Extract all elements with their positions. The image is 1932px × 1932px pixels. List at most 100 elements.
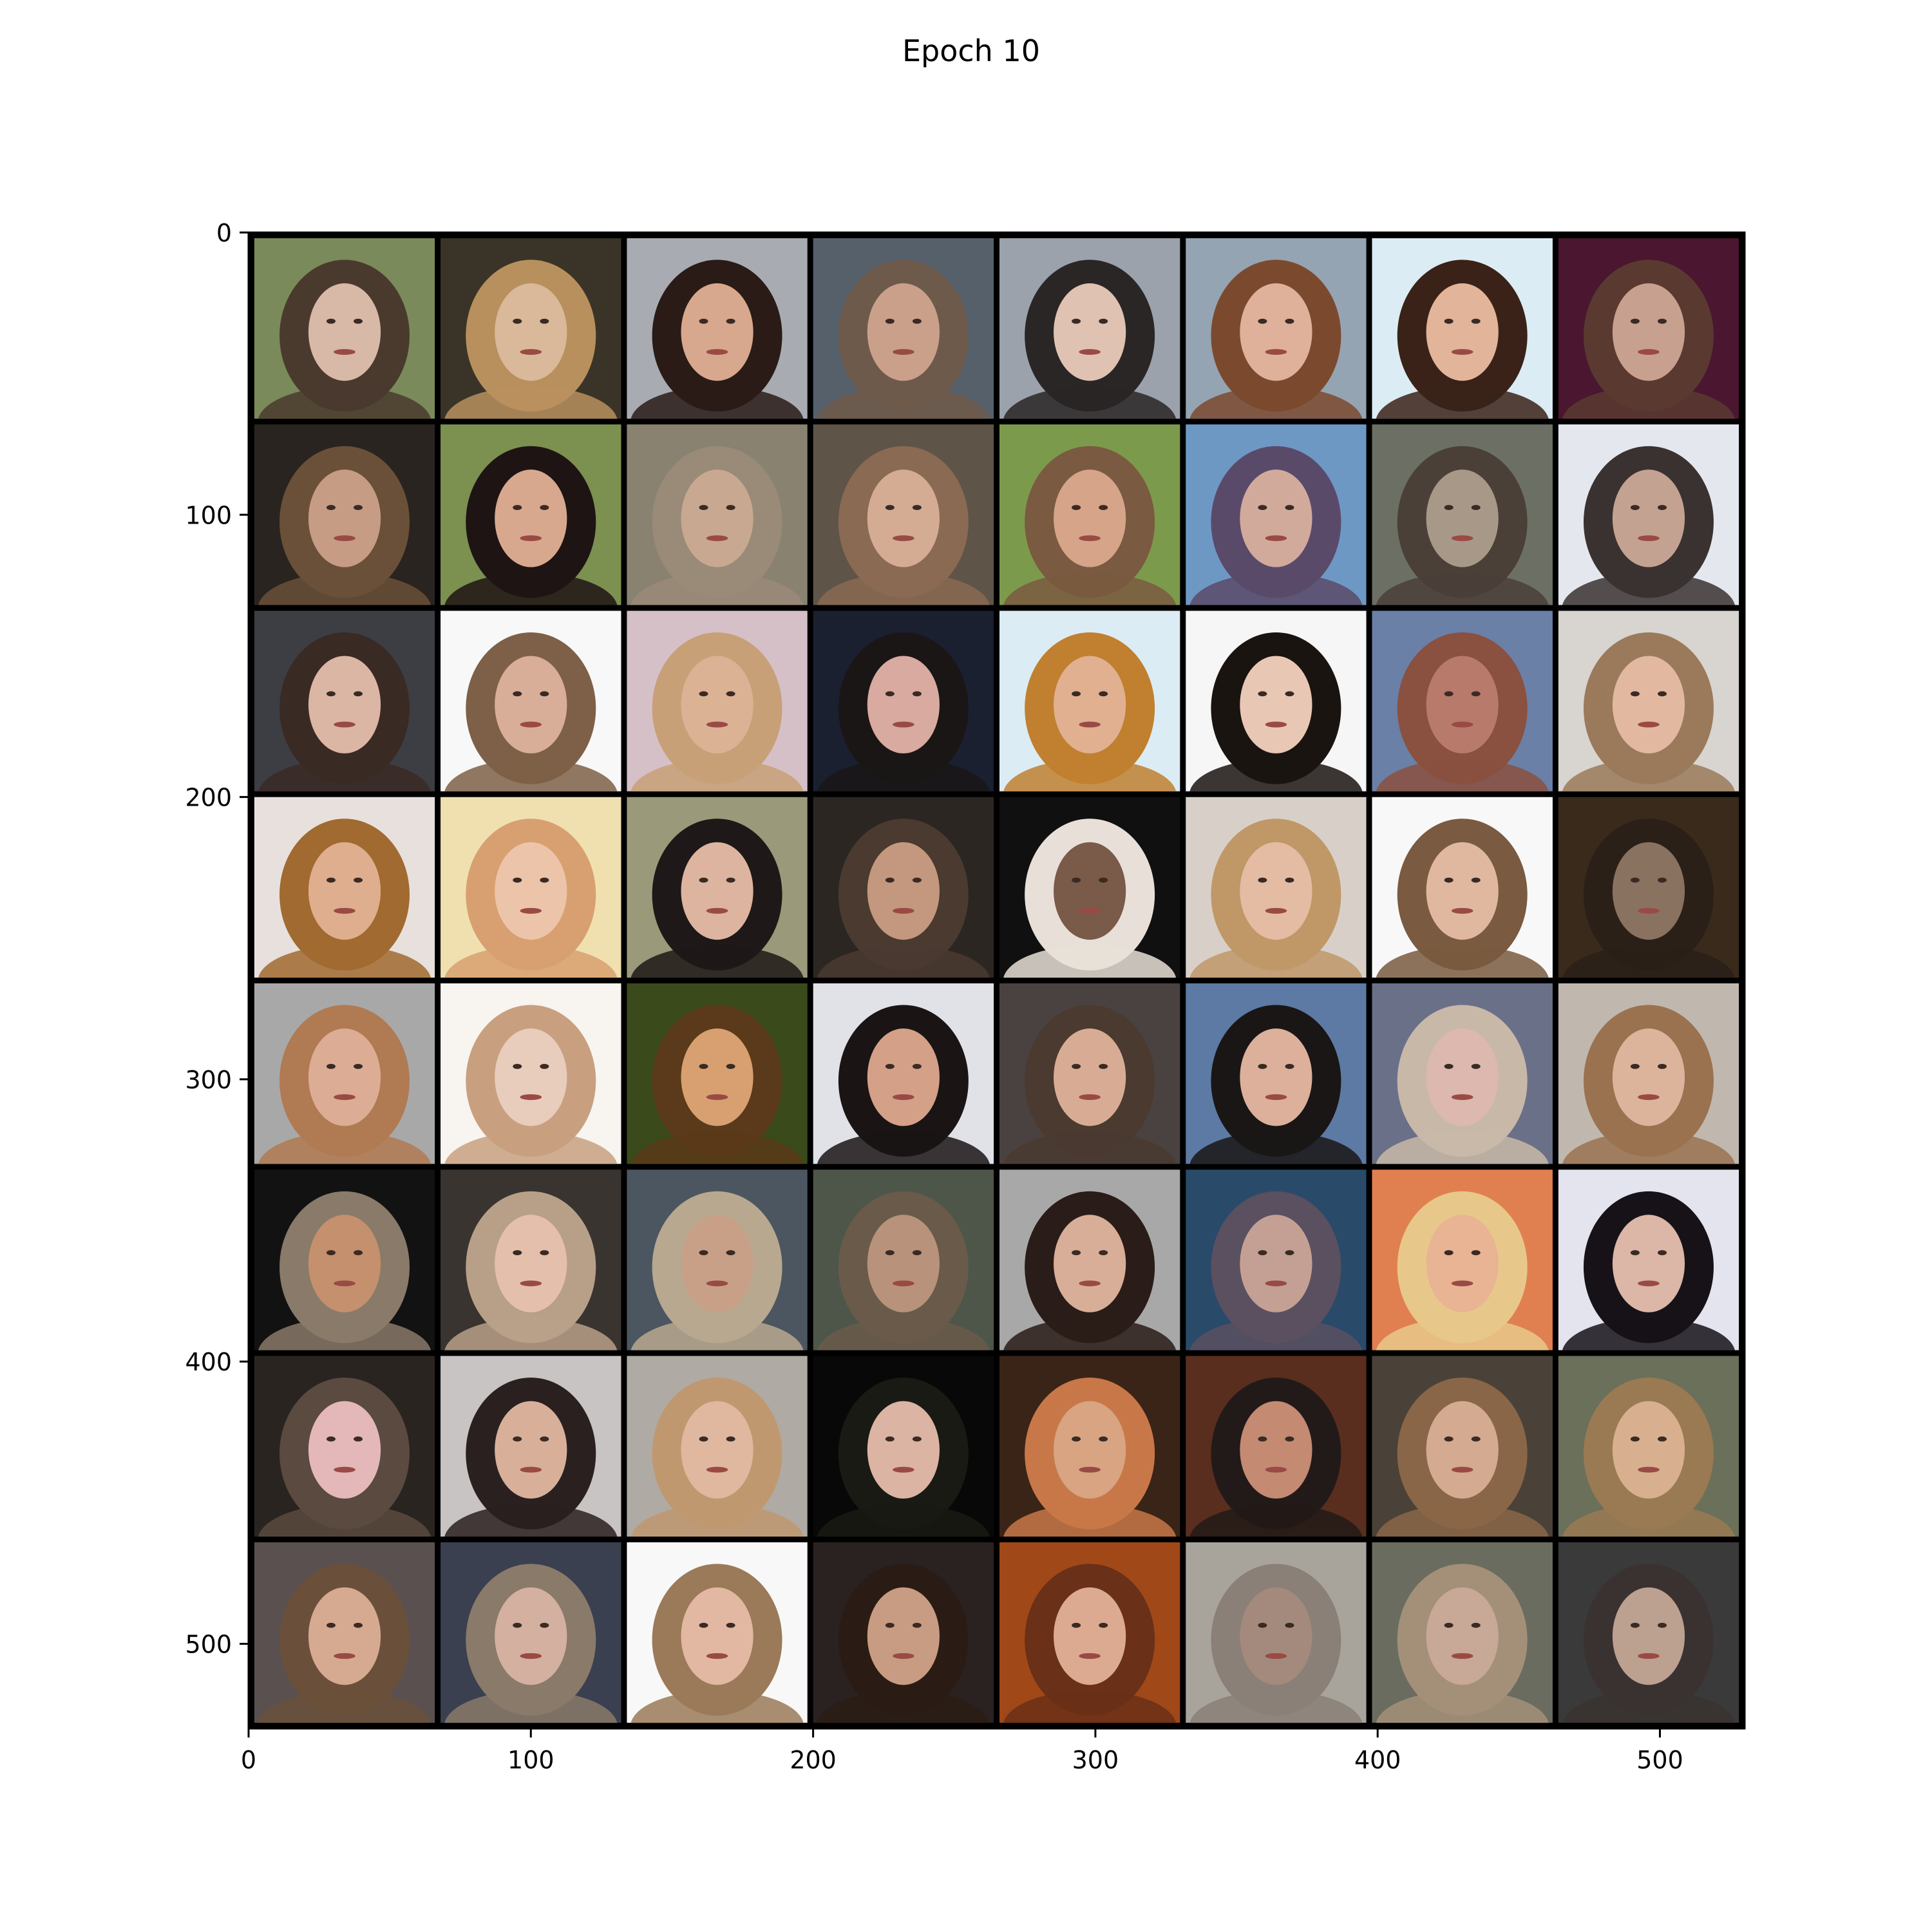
face-shape	[681, 1587, 753, 1685]
mouth	[1079, 535, 1101, 542]
mouth	[1638, 1280, 1660, 1287]
eye-left	[1444, 505, 1454, 511]
mouth	[1451, 1653, 1473, 1659]
shoulders-shape	[258, 573, 431, 605]
shoulders-shape	[1562, 1690, 1735, 1723]
eye-right	[726, 505, 735, 511]
mouth	[893, 349, 914, 355]
shoulders-shape	[630, 1690, 804, 1723]
face-tile	[1186, 1170, 1367, 1350]
eye-right	[1658, 505, 1667, 511]
face-tile	[813, 983, 994, 1164]
face-tile	[999, 611, 1180, 791]
eye-left	[1072, 1063, 1081, 1069]
eye-right	[1658, 877, 1667, 883]
eye-right	[726, 1622, 735, 1628]
face-shape	[681, 283, 753, 381]
face-tile	[254, 424, 435, 605]
x-tick-label: 200	[790, 1746, 837, 1774]
mouth	[1265, 1094, 1287, 1101]
mouth	[893, 535, 914, 542]
eye-right	[912, 1622, 922, 1628]
eye-left	[326, 1436, 336, 1442]
eye-right	[540, 1063, 549, 1069]
eye-right	[1658, 1063, 1667, 1069]
face-tile	[1558, 983, 1739, 1164]
eye-right	[1471, 1436, 1481, 1442]
face-shape	[1612, 1028, 1685, 1126]
mouth	[1638, 1094, 1660, 1101]
face-tile	[254, 238, 435, 419]
face-shape	[308, 656, 381, 753]
y-tick-label: 500	[185, 1631, 232, 1659]
shoulders-shape	[817, 1131, 990, 1164]
face-tile	[1558, 1170, 1739, 1350]
face-tile	[1186, 983, 1367, 1164]
eye-right	[726, 1436, 735, 1442]
eye-left	[513, 505, 522, 511]
mouth	[1265, 1280, 1287, 1287]
face-tile	[440, 611, 621, 791]
eye-left	[513, 1063, 522, 1069]
y-tick-label: 400	[185, 1348, 232, 1376]
face-shape	[681, 1028, 753, 1126]
eye-left	[885, 318, 895, 324]
face-tile	[1372, 1356, 1553, 1537]
mouth	[706, 1653, 728, 1659]
face-shape	[1054, 1028, 1126, 1126]
eye-left	[1258, 505, 1267, 511]
eye-right	[912, 1436, 922, 1442]
eye-right	[1099, 1063, 1108, 1069]
eye-left	[326, 877, 336, 883]
eye-right	[1099, 1250, 1108, 1256]
face-tile	[627, 797, 808, 978]
eye-right	[1285, 1436, 1294, 1442]
eye-left	[699, 877, 708, 883]
face-tile	[1186, 797, 1367, 978]
shoulders-shape	[1376, 1690, 1549, 1723]
mouth	[1451, 1280, 1473, 1287]
eye-right	[726, 1250, 735, 1256]
eye-left	[885, 1250, 895, 1256]
shoulders-shape	[444, 1690, 618, 1723]
eye-left	[1258, 1250, 1267, 1256]
face-tile	[1372, 611, 1553, 791]
face-tile	[627, 238, 808, 419]
eye-right	[1285, 877, 1294, 883]
face-tile	[440, 1170, 621, 1350]
face-tile	[254, 1170, 435, 1350]
eye-left	[1444, 1436, 1454, 1442]
face-tile	[627, 1170, 808, 1350]
shoulders-shape	[817, 1504, 990, 1537]
face-shape	[1426, 656, 1499, 753]
eye-left	[1444, 318, 1454, 324]
mouth	[520, 1653, 542, 1659]
eye-left	[1072, 1622, 1081, 1628]
face-tile	[813, 1356, 994, 1537]
face-shape	[1054, 1401, 1126, 1499]
shoulders-shape	[1562, 1504, 1735, 1537]
shoulders-shape	[817, 573, 990, 605]
eye-left	[326, 318, 336, 324]
eye-right	[540, 1622, 549, 1628]
face-shape	[308, 1028, 381, 1126]
eye-left	[326, 1250, 336, 1256]
eye-right	[1658, 1250, 1667, 1256]
eye-right	[540, 1250, 549, 1256]
shoulders-shape	[1003, 1690, 1177, 1723]
mouth	[1638, 1466, 1660, 1473]
eye-left	[1444, 691, 1454, 697]
shoulders-shape	[258, 1131, 431, 1164]
eye-right	[1099, 877, 1108, 883]
eye-right	[354, 1063, 363, 1069]
eye-right	[1285, 1063, 1294, 1069]
eye-left	[513, 1622, 522, 1628]
face-shape	[495, 656, 567, 753]
face-tile	[254, 1542, 435, 1723]
shoulders-shape	[444, 945, 618, 978]
face-shape	[681, 842, 753, 940]
face-shape	[308, 842, 381, 940]
face-tile	[999, 424, 1180, 605]
eye-right	[354, 691, 363, 697]
